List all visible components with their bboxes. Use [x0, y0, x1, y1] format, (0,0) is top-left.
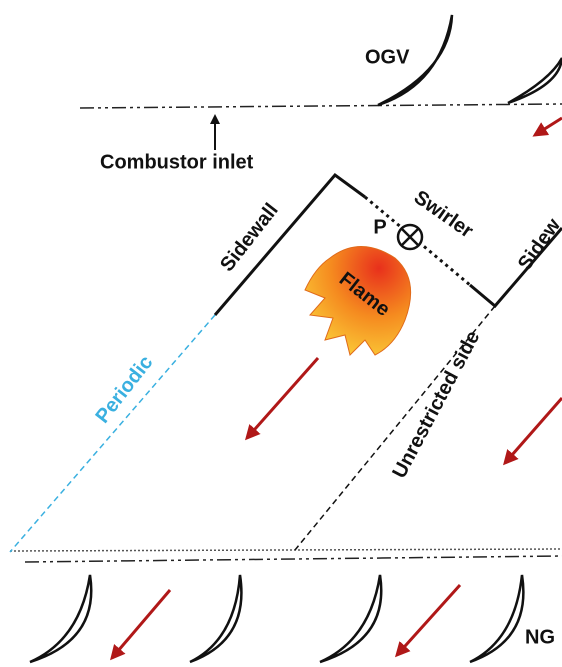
unrestricted-label: Unrestricted side: [388, 327, 484, 482]
boundaries: [10, 104, 562, 562]
point-label: P: [373, 216, 386, 238]
combustor-inlet-label: Combustor inlet: [100, 151, 254, 173]
ogv-label: OGV: [365, 46, 410, 68]
ngv-label: NG: [525, 626, 555, 648]
periodic-label: Periodic: [91, 352, 157, 428]
diagram: OGV Combustor inlet Sidewall Sidew Swirl…: [0, 0, 562, 667]
flow-arrows: [112, 118, 562, 658]
sidewall-label: Sidew: [514, 214, 562, 274]
sidewall-label: Sidewall: [216, 199, 283, 276]
